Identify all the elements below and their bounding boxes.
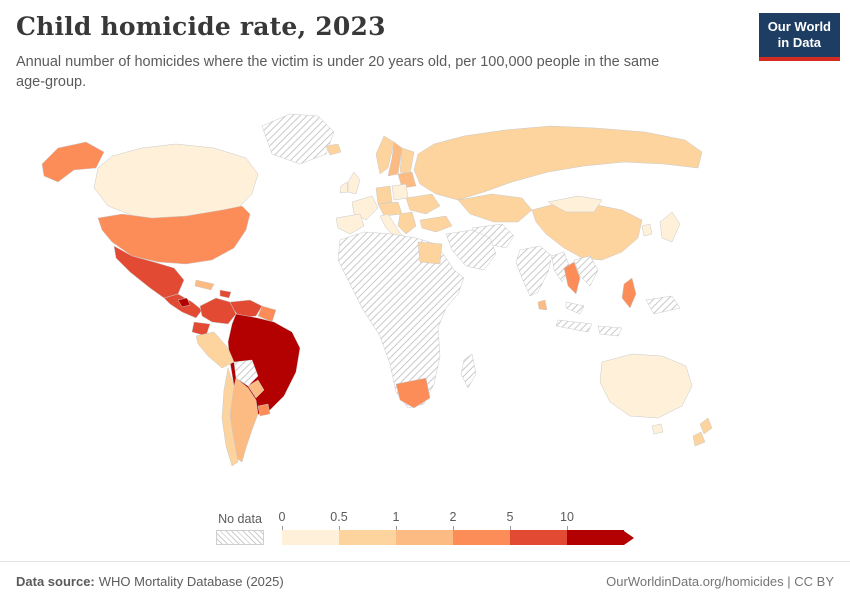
legend-tick-mark xyxy=(282,526,283,530)
page-subtitle: Annual number of homicides where the vic… xyxy=(16,54,660,90)
legend-tick-10: 10 xyxy=(560,510,574,524)
legend-tick-0.5: 0.5 xyxy=(330,510,348,524)
region-alaska[interactable] xyxy=(41,141,105,183)
region-chile[interactable] xyxy=(221,367,239,467)
region-india[interactable] xyxy=(515,245,553,297)
region-indochina[interactable] xyxy=(573,255,599,287)
region-balkans[interactable] xyxy=(397,211,417,235)
owid-logo-line1: Our World xyxy=(767,19,831,34)
region-mongolia[interactable] xyxy=(547,195,603,213)
legend-bin-0.5–1[interactable] xyxy=(339,530,396,545)
region-philippines[interactable] xyxy=(621,277,637,309)
legend-tick-mark xyxy=(567,526,568,530)
region-sweden[interactable] xyxy=(387,141,403,177)
region-greenland[interactable] xyxy=(261,113,335,165)
region-venezuela[interactable] xyxy=(229,299,263,319)
region-south-africa[interactable] xyxy=(395,377,431,409)
region-central-europe[interactable] xyxy=(377,201,403,217)
region-usa[interactable] xyxy=(97,205,251,265)
region-paraguay[interactable] xyxy=(247,379,265,399)
region-iberia[interactable] xyxy=(335,213,365,235)
region-egypt[interactable] xyxy=(417,241,443,265)
region-south-korea[interactable] xyxy=(641,223,653,237)
legend-ticks: 0 0.5 1 2 5 10 xyxy=(278,510,624,530)
region-malaysia[interactable] xyxy=(565,301,585,315)
region-poland[interactable] xyxy=(391,183,409,201)
region-peru[interactable] xyxy=(195,331,235,369)
region-honduras[interactable] xyxy=(177,297,191,308)
region-bolivia[interactable] xyxy=(233,359,259,387)
world-map-svg xyxy=(41,113,713,467)
region-new-guinea[interactable] xyxy=(645,295,681,315)
legend-tick-mark xyxy=(396,526,397,530)
legend-color-bar xyxy=(282,530,634,545)
region-sri-lanka[interactable] xyxy=(537,299,548,311)
owid-logo-line2: in Data xyxy=(777,35,822,51)
region-indonesia[interactable] xyxy=(555,319,593,333)
legend-tick-1: 1 xyxy=(392,510,400,524)
region-thailand[interactable] xyxy=(563,261,581,295)
legend-bin-5–10[interactable] xyxy=(510,530,567,545)
region-japan[interactable] xyxy=(659,211,681,243)
region-russia[interactable] xyxy=(413,125,703,201)
legend-tick-2: 2 xyxy=(449,510,457,524)
region-new-zealand-north[interactable] xyxy=(699,417,713,435)
region-hispaniola[interactable] xyxy=(219,289,232,299)
region-finland[interactable] xyxy=(399,147,415,175)
region-turkey[interactable] xyxy=(419,215,453,233)
region-cuba[interactable] xyxy=(194,279,215,291)
page-title: Child homicide rate, 2023 xyxy=(16,12,386,41)
region-madagascar[interactable] xyxy=(460,353,477,389)
legend-tick-mark xyxy=(453,526,454,530)
region-australia[interactable] xyxy=(599,353,693,419)
region-indonesia-east[interactable] xyxy=(597,325,623,337)
region-new-zealand-south[interactable] xyxy=(692,431,706,447)
region-iceland[interactable] xyxy=(325,143,342,156)
region-arabia[interactable] xyxy=(445,229,497,271)
data-source: Data source: WHO Mortality Database (2025… xyxy=(16,574,284,589)
legend-bar-wrap: 0 0.5 1 2 5 10 xyxy=(278,510,634,545)
region-africa[interactable] xyxy=(337,231,465,409)
data-source-text: WHO Mortality Database (2025) xyxy=(98,573,284,589)
region-uruguay[interactable] xyxy=(257,403,271,417)
chart-footer: Data source: WHO Mortality Database (2025… xyxy=(0,561,850,600)
legend-bin-0–0.5[interactable] xyxy=(282,530,339,545)
region-norway[interactable] xyxy=(375,135,395,175)
region-central-asia[interactable] xyxy=(457,193,533,223)
legend-bin-2–5[interactable] xyxy=(453,530,510,545)
legend-tick-5: 5 xyxy=(506,510,514,524)
footer-link[interactable]: OurWorldinData.org/homicides | CC BY xyxy=(606,573,834,589)
legend-tick-mark xyxy=(339,526,340,530)
region-germany[interactable] xyxy=(375,185,393,205)
data-source-label: Data source: xyxy=(16,573,95,589)
map-legend: No data 0 0.5 1 2 5 10 xyxy=(216,510,634,545)
legend-no-data-label: No data xyxy=(218,512,262,526)
legend-no-data: No data xyxy=(216,512,264,545)
region-tasmania[interactable] xyxy=(651,423,664,435)
region-ireland[interactable] xyxy=(339,181,349,194)
legend-bin-10+[interactable] xyxy=(567,530,624,545)
region-baltics[interactable] xyxy=(397,171,417,189)
world-map xyxy=(0,108,850,508)
legend-arrow xyxy=(624,530,634,545)
region-romania-ukraine[interactable] xyxy=(405,193,441,215)
legend-no-data-swatch[interactable] xyxy=(216,530,264,545)
owid-logo[interactable]: Our World in Data xyxy=(758,13,840,61)
region-colombia[interactable] xyxy=(199,297,237,325)
region-uk[interactable] xyxy=(347,171,361,195)
legend-tick-0: 0 xyxy=(278,510,286,524)
legend-bin-1–2[interactable] xyxy=(396,530,453,545)
legend-tick-mark xyxy=(510,526,511,530)
